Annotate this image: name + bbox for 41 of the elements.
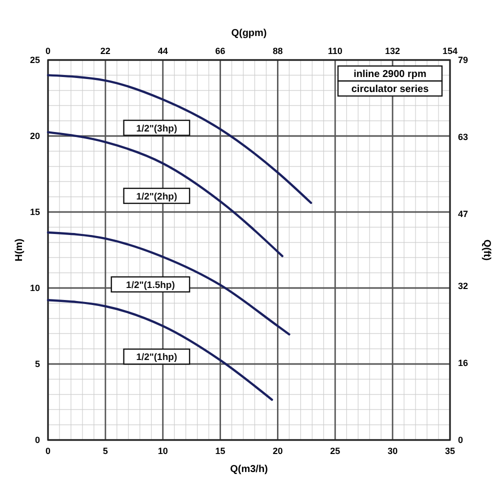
x2-tick-label: 66 (215, 46, 226, 56)
series-label: 1/2"(1hp) (136, 352, 178, 364)
x2-tick-label: 0 (45, 46, 51, 56)
line-series (46, 74, 312, 204)
y-tick-label: 0 (34, 435, 40, 445)
y2-tick-label: 0 (458, 435, 464, 445)
line-series (46, 231, 290, 336)
y2-tick-label: 47 (458, 208, 468, 219)
x-tick-label: 10 (158, 446, 168, 456)
x2-tick-label: 88 (272, 46, 283, 56)
x-tick-label: 5 (102, 446, 108, 456)
line-series (46, 299, 274, 401)
x2-tick-label: 154 (442, 46, 458, 56)
x-tick-label: 25 (330, 446, 340, 456)
y-tick-label: 5 (34, 359, 40, 369)
y-tick-label: 20 (30, 131, 40, 141)
y2-tick-label: 32 (458, 281, 468, 292)
x-tick-label: 35 (444, 446, 456, 456)
x-tick-label: 15 (215, 446, 226, 456)
x2-tick-label: 110 (328, 46, 342, 56)
y-axis-title: H(m) (14, 238, 25, 262)
x2-tick-label: 22 (100, 46, 110, 56)
annotation: circulator series (351, 84, 430, 95)
series-label: 1/2"(1.5hp) (126, 280, 175, 291)
annotation: inline 2900 rpm (354, 69, 427, 80)
series-label: 1/2"(3hp) (136, 123, 178, 134)
y2-axis-title: Q(ft) (481, 239, 492, 261)
y-tick-label: 25 (30, 55, 40, 65)
y-tick-label: 10 (30, 283, 40, 293)
y-tick-label: 15 (30, 207, 40, 217)
series-label: 1/2"(2hp) (136, 191, 178, 202)
y2-tick-label: 79 (458, 55, 468, 65)
x-axis-title: Q(m3/h) (230, 464, 268, 475)
y2-tick-label: 16 (458, 358, 468, 368)
x-tick-label: 30 (388, 446, 398, 456)
x-tick-label: 0 (45, 446, 51, 456)
y2-tick-label: 63 (458, 132, 468, 142)
x-tick-label: 20 (272, 446, 283, 456)
x2-axis-title: Q(gpm) (231, 28, 267, 39)
x2-tick-label: 44 (158, 46, 168, 56)
x2-tick-label: 132 (385, 46, 400, 56)
